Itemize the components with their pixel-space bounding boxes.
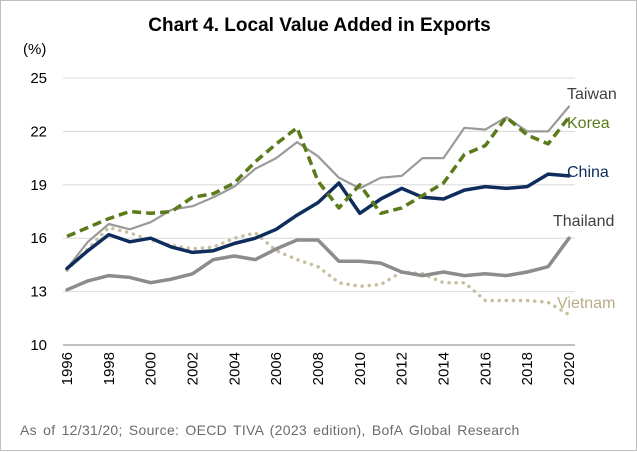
series-label-vietnam: Vietnam bbox=[557, 295, 615, 312]
series-line-thailand bbox=[65, 236, 571, 292]
series-label-korea: Korea bbox=[567, 115, 610, 132]
y-tick-label: 19 bbox=[30, 177, 47, 194]
series-line-korea bbox=[66, 115, 571, 239]
y-tick-label: 13 bbox=[30, 284, 47, 301]
series-label-taiwan: Taiwan bbox=[567, 86, 617, 103]
y-unit-label: (%) bbox=[23, 41, 47, 58]
chart-title: Chart 4. Local Value Added in Exports bbox=[148, 15, 491, 36]
x-tick-label: 2010 bbox=[352, 352, 369, 385]
y-tick-label: 25 bbox=[30, 70, 47, 87]
series-line-vietnam bbox=[65, 225, 571, 317]
x-tick-label: 2016 bbox=[477, 352, 494, 385]
x-tick-label: 2018 bbox=[519, 352, 536, 385]
series-line-china bbox=[65, 172, 571, 271]
y-tick-label: 10 bbox=[30, 337, 47, 354]
x-tick-label: 2014 bbox=[436, 352, 453, 385]
x-tick-label: 2012 bbox=[394, 352, 411, 385]
x-tick-label: 2008 bbox=[310, 352, 327, 385]
source-footnote: As of 12/31/20; Source: OECD TIVA (2023 … bbox=[20, 422, 520, 438]
x-tick-label: 2004 bbox=[226, 352, 243, 385]
x-tick-label: 1998 bbox=[101, 352, 118, 385]
x-tick-label: 2006 bbox=[268, 352, 285, 385]
series-label-thailand: Thailand bbox=[553, 213, 614, 230]
series-line-taiwan bbox=[65, 105, 571, 270]
y-tick-label: 22 bbox=[30, 123, 47, 140]
y-tick-label: 16 bbox=[30, 230, 47, 247]
series-label-china: China bbox=[567, 164, 609, 181]
x-tick-label: 2002 bbox=[185, 352, 202, 385]
x-tick-label: 2020 bbox=[561, 352, 578, 385]
x-tick-label: 1996 bbox=[59, 352, 76, 385]
x-tick-label: 2000 bbox=[143, 352, 160, 385]
